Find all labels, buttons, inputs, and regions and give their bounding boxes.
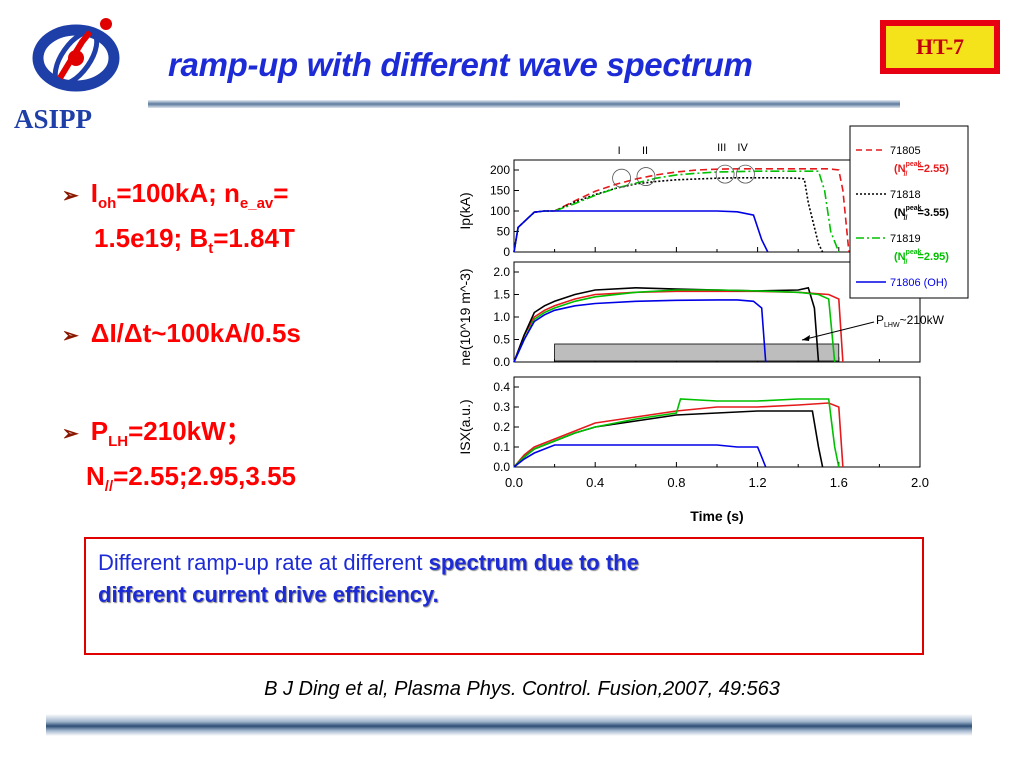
citation: B J Ding et al, Plasma Phys. Control. Fu…: [264, 678, 780, 700]
series-line-71818-ne: [513, 286, 820, 363]
series-line-71818-Ip: [513, 177, 824, 253]
bullet-1: ➢ Ioh=100kA; ne_av= 1.5e19; Bt=1.84T: [62, 176, 295, 266]
logo-text: ASIPP: [14, 104, 93, 134]
footer-bar: [46, 714, 972, 736]
legend-label: 71818: [890, 189, 921, 201]
y-tick-label: 0.4: [493, 380, 510, 394]
legend-label: 71806 (OH): [890, 277, 947, 289]
y-axis-label: ISX(a.u.): [457, 399, 473, 454]
panel-frame-ISX: [513, 376, 921, 468]
x-tick-label: 0.4: [586, 475, 604, 490]
y-tick-label: 2.0: [493, 265, 510, 279]
text-bold: spectrum due to the: [428, 550, 639, 575]
plhw-arrow: [801, 321, 875, 341]
slide-title: ramp-up with different wave spectrum: [168, 46, 753, 83]
x-tick-label: 0.8: [667, 475, 685, 490]
text: =: [273, 178, 289, 208]
ht7-badge: HT-7: [880, 20, 1000, 74]
phase-label: II: [642, 145, 648, 157]
arrow-bullet-icon: ➢: [62, 185, 79, 207]
x-tick-label: 1.2: [749, 475, 767, 490]
text: N: [86, 461, 105, 492]
legend-npeak: (Npeak//=2.95): [894, 249, 949, 266]
series-line-71806OH-ISX: [513, 444, 767, 468]
y-tick-label: 150: [490, 184, 510, 198]
y-tick-label: 1.0: [493, 310, 510, 324]
lhw-pulse-bar: [554, 343, 840, 362]
phase-circle: [636, 167, 656, 186]
badge-label: HT-7: [886, 26, 994, 68]
legend-npeak: (Npeak//=2.55): [894, 161, 949, 178]
phase-label: III: [717, 142, 726, 154]
arrow-bullet-icon: ➢: [62, 325, 79, 347]
y-axis-label: Ip(kA): [457, 192, 473, 229]
phase-label: I: [618, 145, 621, 157]
y-tick-label: 100: [490, 204, 510, 218]
text: 1.5e19; B: [94, 223, 209, 254]
plhw-label: PLHW~210kW: [876, 313, 945, 329]
legend-box: [849, 125, 969, 299]
text: P: [90, 416, 109, 446]
text: I: [90, 178, 98, 208]
phase-circle: [612, 168, 631, 188]
text-normal: Different ramp-up rate at different: [98, 550, 429, 575]
phase-circle: [715, 164, 735, 184]
series-line-71819-ne: [513, 289, 836, 363]
y-axis-label: ne(10^19 m^-3): [457, 268, 473, 365]
subscript: //: [104, 478, 114, 496]
y-tick-label: 0.2: [493, 420, 510, 434]
y-tick-label: 50: [497, 225, 511, 239]
asipp-logo: [32, 18, 120, 92]
series-line-71819-Ip: [513, 170, 840, 253]
text: =2.55;2.95,3.55: [113, 461, 297, 492]
x-tick-label: 0.0: [505, 475, 523, 490]
x-tick-label: 2.0: [911, 475, 929, 490]
x-axis-label: Time (s): [690, 508, 743, 524]
bullet-2: ➢ ΔI/Δt~100kA/0.5s: [62, 316, 301, 353]
arrow-bullet-icon: ➢: [62, 423, 79, 445]
subscript: e_av: [239, 195, 274, 213]
phase-label: IV: [737, 142, 748, 154]
y-tick-label: 0.1: [493, 440, 510, 454]
plhw-arrowhead: [802, 335, 810, 341]
conclusion-text: Different ramp-up rate at different spec…: [98, 547, 910, 611]
title-underline-bar: [148, 100, 900, 108]
series-line-71805-ISX: [513, 402, 844, 468]
text: =1.84T: [213, 223, 295, 254]
y-tick-label: 0.0: [493, 355, 510, 369]
legend-npeak: (Npeak//=3.55): [894, 205, 949, 222]
y-tick-label: 0.0: [493, 460, 510, 474]
y-tick-label: 0.3: [493, 400, 510, 414]
y-tick-label: 0.5: [493, 333, 510, 347]
phase-circle: [736, 164, 755, 184]
text: =100kA; n: [116, 178, 240, 208]
subscript: t: [208, 240, 214, 258]
series-line-71819-ISX: [513, 398, 840, 468]
legend-label: 71805: [890, 145, 921, 157]
y-tick-label: 200: [490, 163, 510, 177]
subscript: oh: [98, 195, 117, 213]
legend-label: 71819: [890, 233, 921, 245]
y-tick-label: 1.5: [493, 288, 510, 302]
text-bold: different current drive efficiency.: [98, 582, 439, 607]
series-line-71806OH-Ip: [513, 210, 769, 253]
conclusion-box: Different ramp-up rate at different spec…: [84, 537, 924, 655]
plasma-chart: 0 50 100 150 200 Ip(kA) 0.0 0.5 1.0 1.5 2.0 ne(10^1…: [457, 125, 969, 524]
text: ΔI/Δt~100kA/0.5s: [90, 318, 301, 348]
series-line-71805-Ip: [513, 168, 850, 253]
bullet-3: ➢ PLH=210kW； N//=2.55;2.95,3.55: [62, 414, 296, 504]
y-tick-label: 0: [503, 245, 510, 259]
series-line-71806OH-ne: [513, 299, 767, 363]
text: =210kW；: [128, 416, 252, 446]
x-tick-label: 1.6: [830, 475, 848, 490]
subscript: LH: [108, 433, 129, 451]
